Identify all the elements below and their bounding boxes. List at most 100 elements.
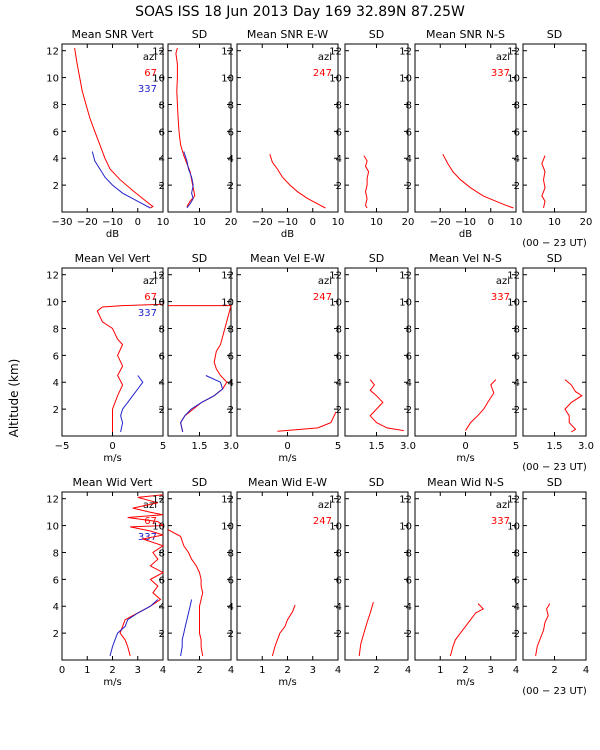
y-tick-label: 6 [336, 127, 342, 138]
y-tick-label: 4 [406, 602, 412, 613]
series-line-blue [183, 151, 194, 209]
y-tick-label: 10 [46, 522, 59, 533]
y-tick-label: 6 [336, 575, 342, 586]
panel-title: SD [547, 28, 562, 41]
panel-title: SD [369, 28, 384, 41]
y-tick-label: 6 [406, 351, 412, 362]
x-axis-label: (00 − 23 UT) [522, 686, 587, 697]
legend-entry: 247 [313, 68, 332, 79]
x-tick-label: −10 [277, 217, 298, 228]
y-tick-label: 10 [329, 298, 342, 309]
y-tick-label: 8 [514, 548, 520, 559]
y-tick-label: 12 [46, 495, 59, 506]
y-tick-label: 10 [46, 298, 59, 309]
y-tick-label: 6 [159, 127, 165, 138]
x-tick-label: 2 [462, 665, 468, 676]
legend-entry: 337 [491, 68, 510, 79]
x-tick-label: 1.5 [547, 441, 563, 452]
x-tick-label: 10 [157, 217, 170, 228]
y-tick-label: 10 [399, 522, 412, 533]
y-tick-label: 12 [221, 47, 234, 58]
y-tick-label: 8 [514, 100, 520, 111]
x-tick-label: 3 [310, 665, 316, 676]
panel-frame [344, 491, 409, 661]
y-tick-label: 10 [507, 298, 520, 309]
y-tick-label: 12 [329, 495, 342, 506]
y-tick-label: 8 [53, 324, 59, 335]
panel-frame [344, 43, 409, 213]
x-tick-label: 4 [405, 665, 411, 676]
panel-title: SD [547, 476, 562, 489]
y-tick-label: 2 [53, 629, 59, 640]
series-line-red [535, 603, 551, 657]
y-tick-label: 4 [336, 154, 342, 165]
y-tick-label: 12 [46, 47, 59, 58]
panel-frame [522, 267, 587, 437]
legend-entry: 337 [138, 84, 157, 95]
y-tick-label: 4 [159, 602, 165, 613]
legend-entry: 247 [313, 292, 332, 303]
y-tick-label: 2 [53, 181, 59, 192]
y-tick-label: 10 [152, 298, 165, 309]
panel-title: SD [192, 28, 207, 41]
x-tick-label: 3.0 [400, 441, 416, 452]
y-tick-label: 12 [507, 495, 520, 506]
y-tick-label: 6 [406, 127, 412, 138]
x-axis-label: m/s [456, 453, 474, 464]
panel-snr-1: SD 2 4 6 8 10 12 10 20 [152, 28, 237, 228]
legend-header: azi [318, 500, 332, 511]
y-tick-label: 6 [514, 351, 520, 362]
panel-snr-0: Mean SNR Vert 2 4 6 8 10 12 −30 −20 −10 0 10 dB azi 67… [46, 28, 169, 240]
x-axis-label: (00 − 23 UT) [522, 238, 587, 249]
series-line-red [363, 155, 370, 209]
y-tick-label: 6 [336, 351, 342, 362]
panel-wid-1: SD 2 4 6 8 10 12 2 4 [152, 476, 234, 676]
x-tick-label: 0 [109, 441, 115, 452]
y-tick-label: 4 [514, 154, 520, 165]
y-tick-label: 12 [399, 495, 412, 506]
series-line-red [168, 305, 232, 433]
series-line-red [167, 529, 204, 657]
y-tick-label: 2 [336, 629, 342, 640]
y-tick-label: 10 [221, 298, 234, 309]
series-line-red [74, 47, 154, 209]
y-axis-label: Altitude (km) [7, 359, 21, 438]
series-line-red [119, 494, 165, 657]
panel-frame [344, 267, 409, 437]
panel-title: Mean SNR Vert [71, 28, 154, 41]
x-tick-label: 20 [402, 217, 415, 228]
y-tick-label: 8 [53, 548, 59, 559]
y-tick-label: 2 [228, 629, 234, 640]
y-tick-label: 4 [406, 154, 412, 165]
y-tick-label: 6 [53, 351, 59, 362]
y-tick-label: 2 [159, 181, 165, 192]
x-axis-label: dB [281, 229, 294, 240]
panel-title: SD [369, 476, 384, 489]
y-tick-label: 6 [514, 127, 520, 138]
series-line-red [96, 303, 164, 432]
y-tick-label: 8 [406, 324, 412, 335]
x-tick-label: 0 [462, 441, 468, 452]
y-tick-label: 8 [336, 100, 342, 111]
y-tick-label: 2 [406, 181, 412, 192]
x-tick-label: 0 [284, 441, 290, 452]
series-line-red [269, 154, 326, 209]
y-tick-label: 12 [329, 271, 342, 282]
x-tick-label: 20 [225, 217, 238, 228]
panel-vel-2: Mean Vel E-W 2 4 6 8 10 12 0 5 m/s azi 247 [221, 252, 341, 464]
x-tick-label: 3.0 [223, 441, 239, 452]
y-tick-label: 8 [406, 548, 412, 559]
x-tick-label: 4 [335, 665, 341, 676]
x-tick-label: 10 [332, 217, 345, 228]
y-tick-label: 12 [152, 495, 165, 506]
y-tick-label: 12 [152, 47, 165, 58]
y-tick-label: 6 [406, 575, 412, 586]
legend-entry: 67 [144, 68, 157, 79]
panel-title: Mean SNR N-S [426, 28, 505, 41]
x-tick-label: 3 [135, 665, 141, 676]
y-tick-label: 4 [228, 602, 234, 613]
x-tick-label: 2 [196, 665, 202, 676]
